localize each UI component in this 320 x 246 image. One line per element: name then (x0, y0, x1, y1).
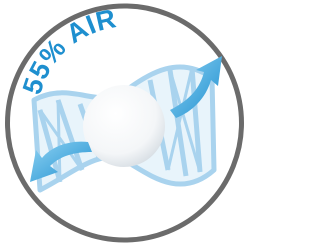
badge: 55% AIR (0, 0, 249, 246)
center-sphere (83, 85, 165, 167)
page: {"badge": {"label": "55% AIR"}} 55% AIR … (0, 0, 249, 246)
